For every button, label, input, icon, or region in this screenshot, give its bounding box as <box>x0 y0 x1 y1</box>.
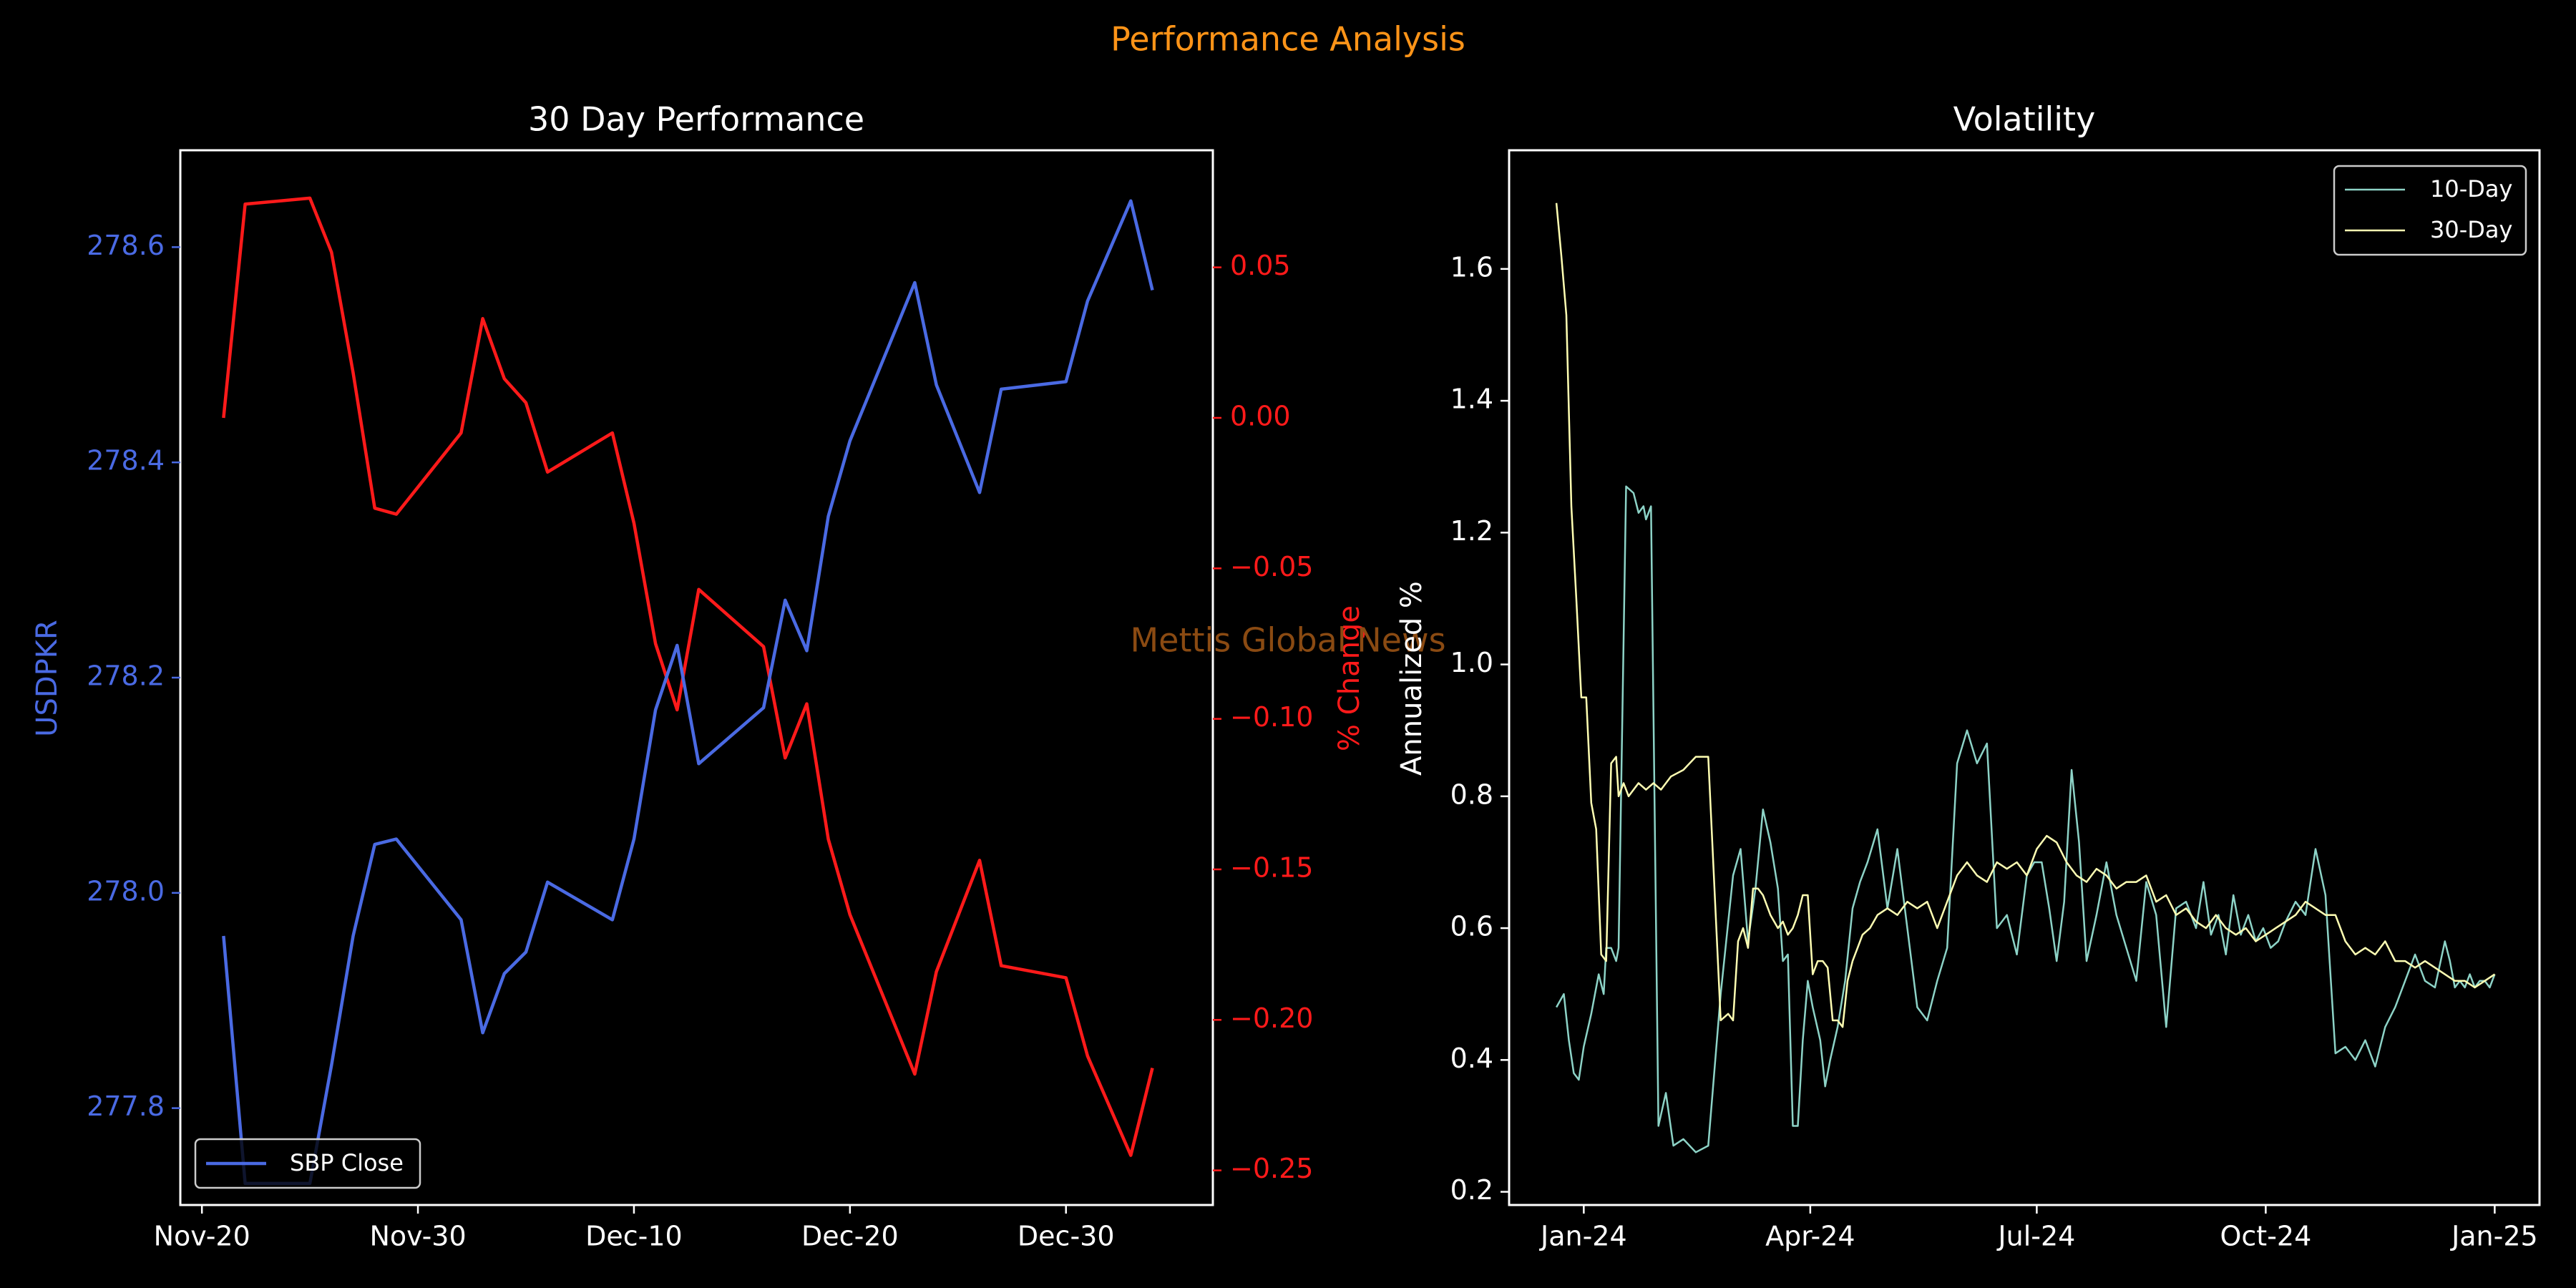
volatility-y-tick-label: 0.4 <box>1450 1043 1493 1074</box>
pct-tick-label: −0.15 <box>1230 852 1313 883</box>
performance-x-tick-label: Dec-30 <box>1018 1221 1115 1252</box>
series-line-sbp-close <box>222 199 1154 1186</box>
volatility-y-ticks: 0.2 0.4 0.6 0.8 1.0 1.2 1.4 1.6 <box>1450 251 1509 1206</box>
pct-tick-label: 0.00 <box>1230 400 1291 431</box>
volatility-chart: Volatility 0.2 0.4 0.6 0.8 1.0 1.2 1.4 1.6 Jan-… <box>1395 100 2541 1252</box>
performance-legend-box <box>194 1138 421 1189</box>
volatility-axis-label: Annualized % <box>1395 581 1428 776</box>
performance-x-tick-label: Dec-10 <box>585 1221 683 1252</box>
pct-tick-label: 0.05 <box>1230 250 1291 281</box>
volatility-y-tick-label: 1.4 <box>1450 384 1493 415</box>
pct-tick-label: −0.10 <box>1230 701 1313 733</box>
volatility-plot-frame <box>1508 149 2541 1206</box>
watermark: Mettis Global News <box>1130 621 1445 660</box>
series-line-30-day <box>1555 203 2496 1028</box>
volatility-y-tick-label: 0.8 <box>1450 779 1493 810</box>
volatility-x-tick-label: Oct-24 <box>2220 1221 2312 1252</box>
performance-plot-area <box>222 196 1154 1186</box>
volatility-x-tick-label: Jan-25 <box>2450 1221 2538 1252</box>
volatility-y-tick-label: 1.0 <box>1450 647 1493 678</box>
figure-suptitle: Performance Analysis <box>1111 20 1465 59</box>
price-tick-label: 277.8 <box>87 1091 165 1122</box>
pct-tick-label: −0.25 <box>1230 1153 1313 1184</box>
pct-tick-label: −0.20 <box>1230 1002 1313 1034</box>
performance-chart-title: 30 Day Performance <box>528 100 864 139</box>
price-axis-ticks: 277.8 278.0 278.2 278.4 278.6 <box>87 230 180 1122</box>
volatility-x-tick-label: Jul-24 <box>1996 1221 2075 1252</box>
volatility-legend: 10-Day 30-Day <box>2333 165 2527 256</box>
volatility-x-tick-label: Apr-24 <box>1765 1221 1855 1252</box>
price-tick-label: 278.2 <box>87 660 165 692</box>
legend-label-10-day: 10-Day <box>2430 175 2512 203</box>
legend-label-30-day: 30-Day <box>2430 216 2512 243</box>
pct-axis-ticks: 0.05 0.00 −0.05 −0.10 −0.15 −0.20 −0.25 <box>1213 250 1313 1184</box>
price-tick-label: 278.6 <box>87 230 165 261</box>
volatility-y-tick-label: 1.2 <box>1450 515 1493 547</box>
performance-x-tick-label: Nov-30 <box>369 1221 466 1252</box>
volatility-x-ticks: Jan-24 Apr-24 Jul-24 Oct-24 Jan-25 <box>1539 1205 2538 1252</box>
price-axis-label: USDPKR <box>31 620 64 737</box>
performance-x-tick-label: Dec-20 <box>801 1221 899 1252</box>
performance-legend: SBP Close <box>194 1138 421 1189</box>
volatility-y-tick-label: 0.6 <box>1450 911 1493 942</box>
performance-x-tick-label: Nov-20 <box>154 1221 250 1252</box>
price-tick-label: 278.0 <box>87 875 165 907</box>
performance-chart: 30 Day Performance 277.8278.0278.2278.42… <box>31 100 1366 1252</box>
price-tick-label: 278.4 <box>87 445 165 477</box>
volatility-y-tick-label: 0.2 <box>1450 1174 1493 1206</box>
volatility-chart-title: Volatility <box>1953 100 2096 139</box>
volatility-x-tick-label: Jan-24 <box>1539 1221 1627 1252</box>
pct-axis-label: % Change <box>1333 605 1366 751</box>
volatility-y-tick-label: 1.6 <box>1450 251 1493 283</box>
volatility-plot-area <box>1555 203 2496 1153</box>
series-line-10-day <box>1556 485 2496 1153</box>
volatility-legend-box <box>2333 165 2527 256</box>
performance-x-ticks: Nov-20 Nov-30 Dec-10 Dec-20 Dec-30 <box>154 1205 1115 1252</box>
legend-label-sbp-close: SBP Close <box>290 1149 404 1176</box>
pct-tick-label: −0.05 <box>1230 551 1313 582</box>
